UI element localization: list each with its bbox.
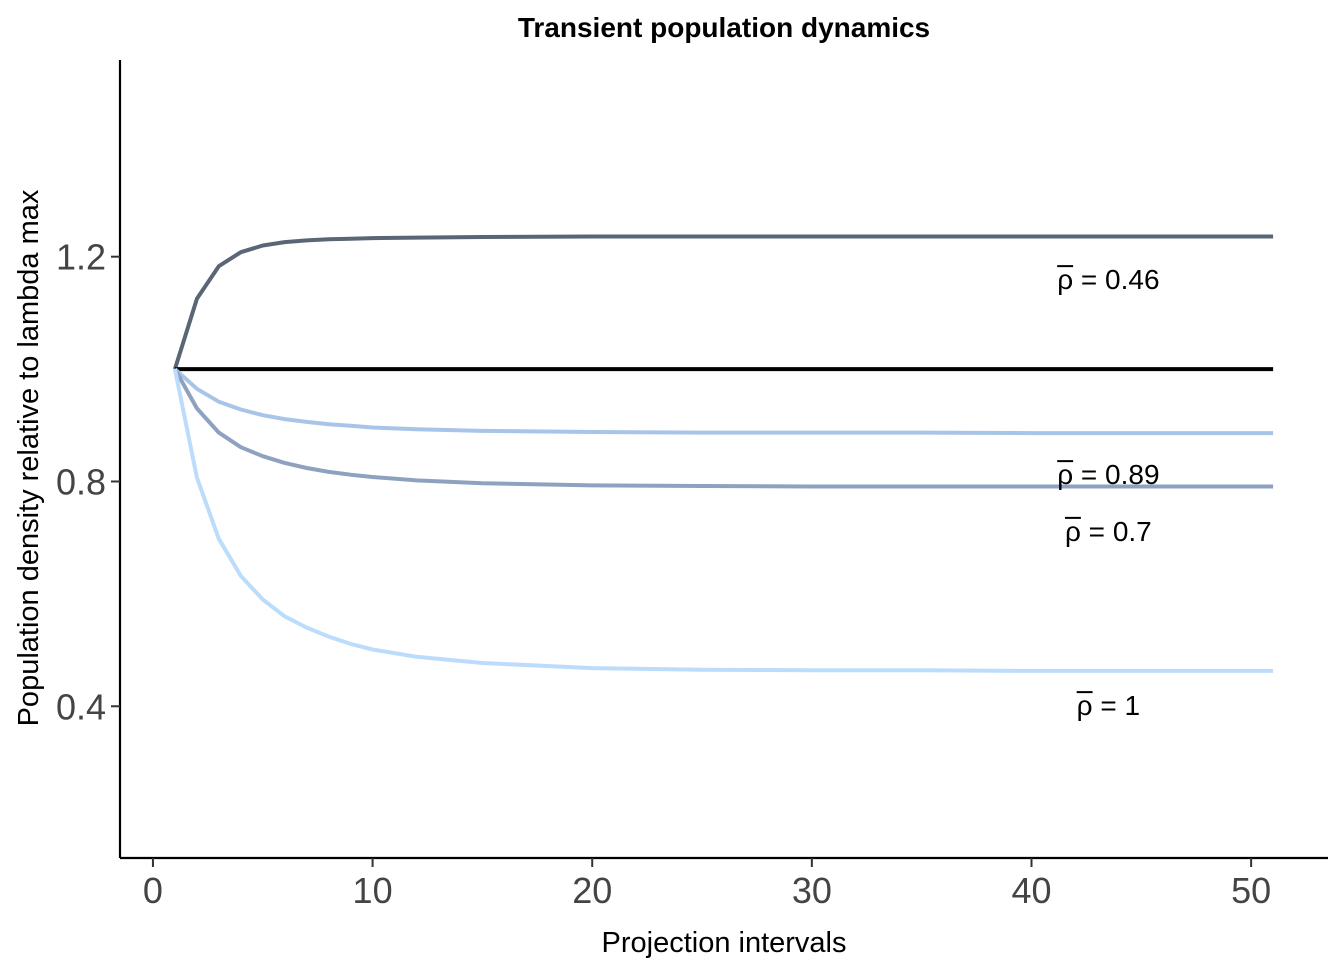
x-tick-label: 10 [353,870,393,911]
rho-annotation-label: ρ = 0.89 [1057,459,1159,490]
series-line-4 [173,368,1274,489]
x-tick-label: 40 [1011,870,1051,911]
rho-annotation-2: ρ = 0.89 [1057,459,1160,490]
x-tick-label: 20 [572,870,612,911]
x-axis-ticks: 0 10 20 30 40 50 [143,858,1271,911]
y-tick-label: 0.4 [56,686,106,727]
x-axis-label: Projection intervals [602,927,847,959]
rho-annotation-4: ρ = 1 [1076,690,1140,721]
rho-symbol: ρ [1077,690,1093,721]
rho-annotation-label: ρ = 0.7 [1065,516,1152,547]
rho-symbol: ρ [1065,516,1081,547]
series-line-5 [172,368,1274,673]
rho-annotation-1: ρ = 0.46 [1057,264,1160,295]
annotation-layer: ρ = 0.46 ρ = 0.89 ρ = 0.7 ρ = 1 [1057,264,1160,721]
y-tick-label: 0.8 [56,461,106,502]
x-tick-label: 30 [792,870,832,911]
x-tick-label: 50 [1231,870,1271,911]
series-line-1 [172,234,1274,370]
rho-annotation-label: ρ = 1 [1077,690,1140,721]
y-tick-label: 1.2 [56,237,106,278]
x-tick-label: 0 [143,870,163,911]
rho-annotation-label: ρ = 0.46 [1057,264,1159,295]
series-line-3 [173,367,1274,436]
y-axis-label: Population density relative to lambda ma… [13,189,45,726]
rho-symbol: ρ [1057,459,1073,490]
rho-annotation-3: ρ = 0.7 [1064,516,1152,547]
y-axis-ticks: 0.4 0.8 1.2 [56,237,120,727]
rho-symbol: ρ [1057,264,1073,295]
series-layer [172,234,1274,673]
chart-title: Transient population dynamics [518,12,930,43]
